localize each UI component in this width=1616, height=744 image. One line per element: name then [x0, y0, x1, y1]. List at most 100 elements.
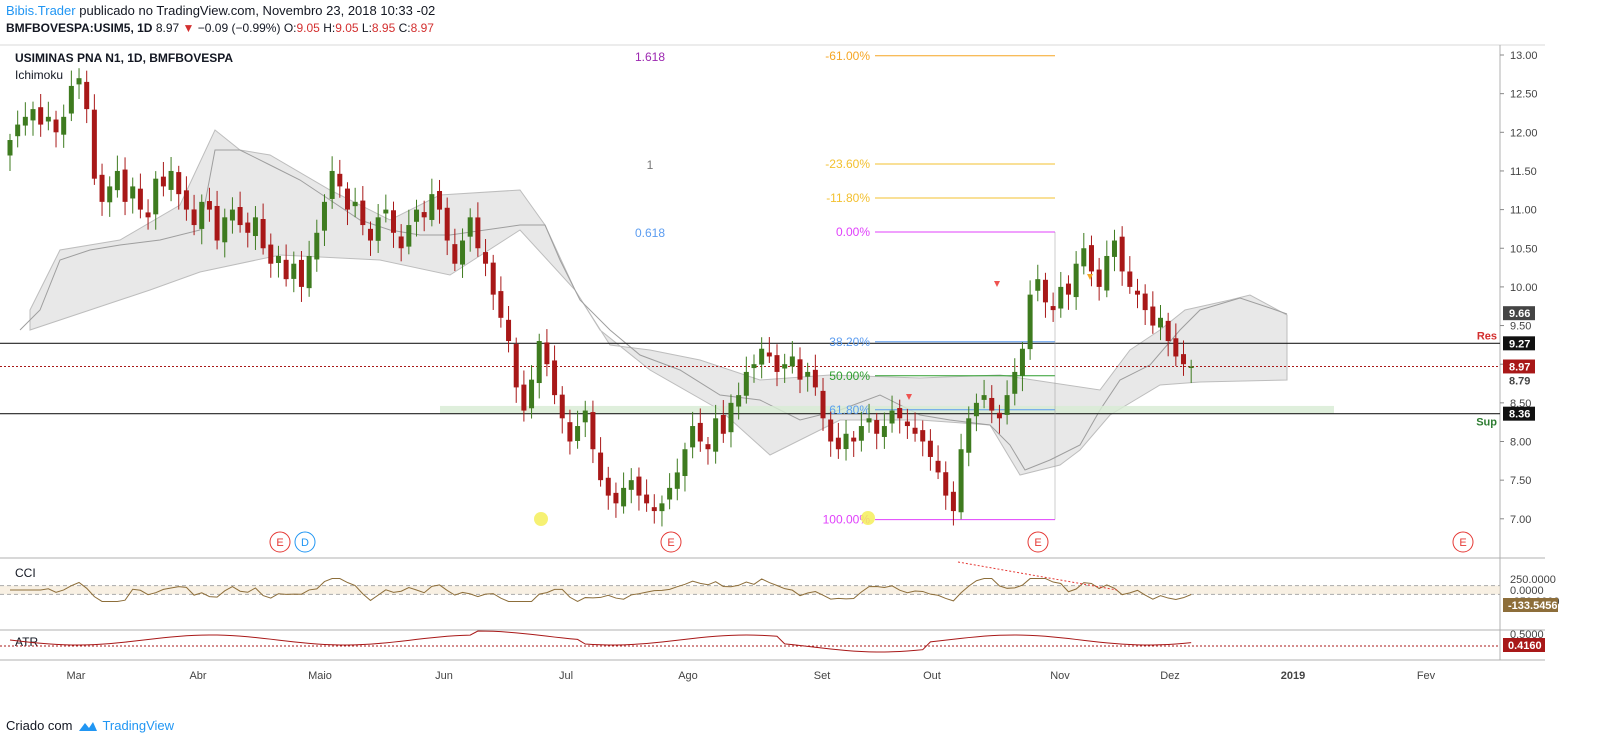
y-tick-label: 12.00 — [1510, 127, 1538, 139]
candle-body — [306, 255, 312, 289]
candle-body — [1019, 348, 1025, 376]
candle-body — [843, 433, 849, 450]
candle-body — [1012, 371, 1018, 394]
candle-body — [973, 402, 979, 417]
candle-body — [421, 212, 427, 218]
high-label: H: — [323, 21, 336, 35]
candle-body — [45, 116, 51, 122]
fib-level-label: -61.00% — [825, 49, 870, 63]
low-value: 8.95 — [371, 21, 396, 35]
candle-body — [1096, 269, 1102, 287]
candle-body — [7, 140, 13, 156]
candle-body — [966, 418, 972, 453]
candle-body — [651, 507, 657, 512]
candle-body — [1158, 317, 1163, 328]
candle-body — [145, 212, 151, 218]
event-marker-icon — [294, 531, 316, 553]
candle-body — [621, 487, 627, 507]
low-highlight-marker — [861, 511, 875, 525]
candle-body — [475, 217, 481, 249]
indicator-name[interactable]: Ichimoku — [15, 68, 64, 82]
candle-body — [1134, 290, 1140, 295]
created-with-label: Criado com — [6, 718, 73, 733]
y-tick-label: 10.50 — [1510, 243, 1538, 255]
author-name[interactable]: Bibis.Trader — [6, 3, 76, 18]
low-highlight-marker — [534, 512, 548, 526]
candle-body — [398, 236, 404, 249]
published-text: publicado no TradingView.com, Novembro 2… — [79, 3, 436, 18]
tradingview-logo-icon — [79, 721, 98, 731]
event-marker-label: E — [1459, 537, 1466, 549]
price-badge — [1503, 306, 1535, 321]
candle-body — [506, 319, 512, 342]
candle-body — [291, 263, 297, 279]
candle-body — [1111, 240, 1117, 257]
candle-body — [943, 472, 949, 496]
candle-body — [38, 107, 44, 125]
candle-body — [1181, 354, 1187, 365]
candle-body — [958, 449, 964, 513]
candle-body — [414, 209, 420, 222]
candle-body — [84, 81, 90, 110]
y-tick-label: 11.00 — [1510, 205, 1537, 217]
candle-body — [1042, 279, 1048, 303]
candle-body — [321, 201, 327, 231]
event-marker-icon — [1452, 531, 1474, 553]
candle-body — [30, 109, 36, 121]
cci-band — [0, 585, 1500, 595]
candle-body — [437, 190, 443, 210]
y-tick-label: 10.00 — [1510, 282, 1538, 294]
candle-body — [989, 397, 995, 411]
candle-body — [513, 344, 519, 388]
x-tick-label: Jul — [559, 670, 573, 682]
candle-body — [981, 395, 987, 400]
candle-body — [391, 210, 396, 233]
event-marker-icon — [1027, 531, 1049, 553]
candle-body — [383, 209, 389, 214]
candle-body — [268, 244, 274, 264]
candle-body — [644, 494, 650, 504]
candle-body — [628, 480, 634, 490]
symbol-label: BMFBOVESPA:USIM5, 1D — [6, 21, 153, 35]
y-tick-label: 8.00 — [1510, 437, 1531, 449]
candle-body — [1065, 283, 1071, 295]
tradingview-link[interactable]: TradingView — [78, 718, 174, 733]
fib-level-label: 38.20% — [829, 335, 870, 349]
candle-body — [782, 364, 788, 369]
close-label: C: — [398, 21, 411, 35]
fib-level-label: -23.60% — [825, 157, 870, 171]
fib-level-label: 0.00% — [836, 225, 870, 239]
y-tick-label: 13.00 — [1510, 50, 1538, 62]
candle-body — [1142, 293, 1148, 311]
open-label: O: — [283, 21, 297, 35]
candle-body — [575, 426, 581, 441]
y-tick-label: 9.50 — [1510, 321, 1531, 333]
candle-body — [797, 359, 803, 380]
ichimoku-cloud — [29, 129, 1288, 476]
open-value: 9.05 — [296, 21, 320, 35]
candle-body — [130, 186, 136, 199]
candle-body — [1035, 279, 1041, 291]
cci-value-label: -133.5456 — [1508, 600, 1558, 612]
candle-body — [766, 352, 772, 357]
candle-body — [858, 426, 864, 441]
y-tick-label: 7.00 — [1510, 514, 1531, 526]
candle-body — [452, 244, 458, 264]
hline-label-sup: Sup — [1476, 417, 1497, 429]
candle-body — [1027, 294, 1033, 350]
candle-body — [874, 420, 880, 434]
candle-body — [99, 174, 105, 202]
candle-body — [406, 225, 412, 247]
candle-body — [61, 116, 67, 135]
ohlc-header: BMFBOVESPA:USIM5, 1D 8.97 ▼ −0.09 (−0.99… — [6, 21, 434, 35]
candle-body — [682, 449, 688, 477]
candle-body — [222, 217, 228, 243]
candle-body — [444, 207, 450, 241]
candle-body — [1173, 338, 1179, 357]
candle-body — [728, 402, 734, 433]
candle-body — [114, 170, 120, 191]
publication-header: Bibis.Trader publicado no TradingView.co… — [6, 3, 435, 18]
fib-extension-label: 1 — [647, 158, 654, 172]
candle-body — [1104, 255, 1110, 291]
